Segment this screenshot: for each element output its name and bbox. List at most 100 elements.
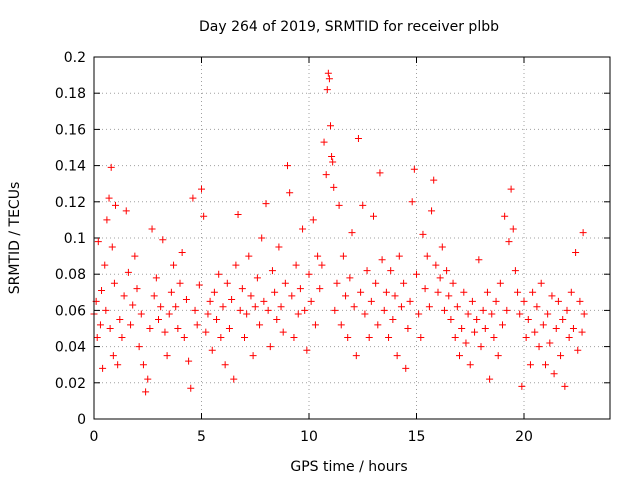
data-point xyxy=(275,243,283,251)
data-point xyxy=(574,346,582,354)
data-point xyxy=(331,306,339,314)
axis-ticks: 0 0.02 0.04 0.06 0.08 0.1 0.12 0.14 0.16 0.18 0.2 0… xyxy=(55,50,610,445)
data-point xyxy=(410,165,418,173)
data-point xyxy=(146,325,154,332)
data-point xyxy=(290,334,298,342)
data-point xyxy=(217,334,225,342)
data-point xyxy=(559,315,567,323)
data-point xyxy=(503,306,511,314)
data-point xyxy=(96,321,104,329)
data-point xyxy=(167,288,175,296)
data-point xyxy=(114,361,122,369)
data-point xyxy=(294,310,302,318)
data-point xyxy=(195,281,203,289)
data-point xyxy=(395,252,403,260)
data-point xyxy=(496,279,504,287)
data-point xyxy=(557,352,565,360)
data-point xyxy=(286,189,294,197)
data-point xyxy=(107,163,115,171)
data-point xyxy=(311,321,319,329)
data-point xyxy=(554,297,562,305)
data-point xyxy=(546,339,554,347)
data-point xyxy=(372,279,380,287)
data-point xyxy=(524,315,532,323)
data-point xyxy=(408,198,416,206)
y-tick-label: 0.14 xyxy=(55,159,86,175)
data-point xyxy=(103,216,111,224)
data-point xyxy=(542,361,549,369)
data-point xyxy=(129,301,137,309)
data-point xyxy=(391,292,399,300)
data-point xyxy=(219,303,227,311)
data-point xyxy=(507,185,515,193)
data-point xyxy=(425,303,433,311)
data-point xyxy=(488,310,496,318)
data-point xyxy=(432,261,440,269)
data-point xyxy=(264,306,272,314)
data-point xyxy=(376,169,384,177)
data-point xyxy=(172,303,180,311)
y-tick-label: 0.02 xyxy=(55,376,86,392)
data-point xyxy=(185,357,193,365)
data-point xyxy=(479,306,487,314)
data-point xyxy=(352,352,360,360)
data-point xyxy=(101,261,109,269)
x-tick-label: 15 xyxy=(408,429,426,445)
y-tick-label: 0.06 xyxy=(55,303,86,319)
x-axis-label: GPS time / hours xyxy=(290,459,407,475)
data-point xyxy=(232,261,240,269)
data-point xyxy=(443,267,451,275)
data-point xyxy=(492,297,500,305)
data-point xyxy=(139,361,147,369)
data-point xyxy=(451,334,459,342)
data-point xyxy=(445,292,453,300)
data-point xyxy=(328,153,336,161)
data-point xyxy=(99,364,107,372)
data-point xyxy=(423,252,431,260)
data-point xyxy=(511,267,519,275)
data-point xyxy=(563,306,571,314)
y-tick-label: 0.04 xyxy=(55,340,86,356)
data-point xyxy=(268,267,276,275)
y-tick-label: 0 xyxy=(77,412,86,428)
data-point xyxy=(93,334,101,342)
data-point xyxy=(221,361,229,369)
data-point xyxy=(228,296,236,304)
data-point xyxy=(567,288,575,296)
data-point xyxy=(116,315,124,323)
data-point xyxy=(548,292,556,300)
data-point xyxy=(301,306,309,314)
data-point xyxy=(108,243,116,251)
data-point xyxy=(281,279,289,287)
y-tick-label: 0.2 xyxy=(64,50,86,66)
data-point xyxy=(273,315,281,323)
data-point xyxy=(475,256,483,264)
data-point xyxy=(191,306,199,314)
data-point xyxy=(204,310,212,318)
grid-lines xyxy=(94,57,610,419)
data-point xyxy=(501,212,509,220)
data-point xyxy=(236,306,244,314)
data-point xyxy=(208,346,216,354)
data-point xyxy=(374,321,382,329)
data-point xyxy=(550,370,558,378)
data-point xyxy=(447,315,455,323)
data-point xyxy=(579,229,587,237)
data-point xyxy=(387,267,395,275)
data-point xyxy=(112,201,119,209)
y-tick-label: 0.08 xyxy=(55,267,86,283)
data-point xyxy=(460,288,468,296)
data-point xyxy=(329,158,337,166)
data-point xyxy=(539,321,547,329)
data-point xyxy=(569,325,577,332)
data-point xyxy=(367,297,375,305)
data-point xyxy=(537,279,545,287)
data-point xyxy=(122,207,130,215)
data-point xyxy=(382,288,390,296)
data-point xyxy=(234,210,242,218)
data-point xyxy=(200,212,208,220)
data-point xyxy=(142,388,150,396)
data-point xyxy=(144,375,152,383)
data-point xyxy=(499,321,506,329)
data-point xyxy=(471,328,479,336)
